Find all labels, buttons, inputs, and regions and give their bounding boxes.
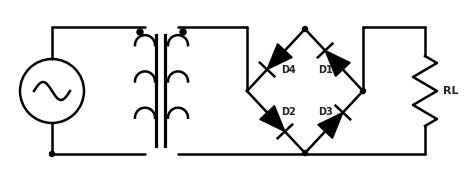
Text: D1: D1 [319, 65, 333, 75]
Text: D4: D4 [281, 65, 296, 75]
Circle shape [361, 88, 365, 94]
Text: D3: D3 [319, 107, 333, 117]
Circle shape [302, 27, 308, 31]
Circle shape [49, 151, 55, 157]
Polygon shape [325, 51, 350, 76]
Polygon shape [318, 112, 343, 138]
Circle shape [137, 29, 143, 35]
Polygon shape [260, 106, 285, 131]
Text: D2: D2 [281, 107, 296, 117]
Polygon shape [267, 44, 292, 70]
Circle shape [302, 151, 308, 155]
Circle shape [180, 29, 186, 35]
Text: RL: RL [443, 86, 458, 96]
